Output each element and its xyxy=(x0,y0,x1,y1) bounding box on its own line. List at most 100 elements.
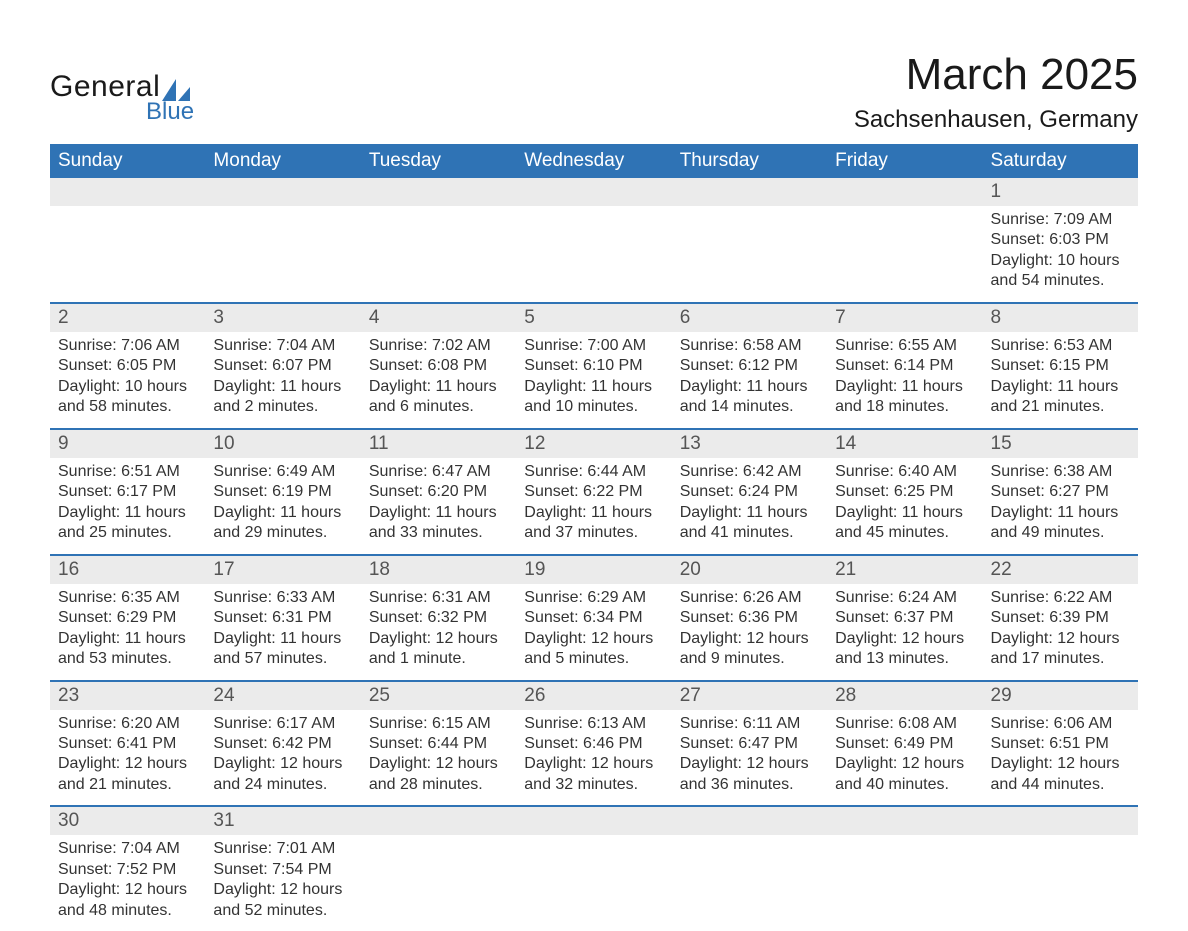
weekday-header: Monday xyxy=(205,144,360,178)
calendar-day xyxy=(672,806,827,931)
day-details xyxy=(50,206,205,282)
day-number: 9 xyxy=(50,430,205,458)
daylight-line: Daylight: 12 hours and 36 minutes. xyxy=(680,754,819,795)
calendar-day: 28Sunrise: 6:08 AMSunset: 6:49 PMDayligh… xyxy=(827,681,982,807)
daylight-line: Daylight: 11 hours and 45 minutes. xyxy=(835,503,974,544)
daylight-line: Daylight: 12 hours and 1 minute. xyxy=(369,629,508,670)
sunrise-line: Sunrise: 6:38 AM xyxy=(991,462,1130,482)
sunrise-line: Sunrise: 6:13 AM xyxy=(524,714,663,734)
weekday-header: Wednesday xyxy=(516,144,671,178)
calendar-day: 25Sunrise: 6:15 AMSunset: 6:44 PMDayligh… xyxy=(361,681,516,807)
day-details: Sunrise: 6:53 AMSunset: 6:15 PMDaylight:… xyxy=(983,332,1138,428)
daylight-line: Daylight: 11 hours and 33 minutes. xyxy=(369,503,508,544)
sunset-line: Sunset: 7:52 PM xyxy=(58,860,197,880)
sunrise-line: Sunrise: 6:29 AM xyxy=(524,588,663,608)
calendar-day: 17Sunrise: 6:33 AMSunset: 6:31 PMDayligh… xyxy=(205,555,360,681)
day-details: Sunrise: 6:29 AMSunset: 6:34 PMDaylight:… xyxy=(516,584,671,680)
day-details: Sunrise: 7:02 AMSunset: 6:08 PMDaylight:… xyxy=(361,332,516,428)
daylight-line: Daylight: 10 hours and 58 minutes. xyxy=(58,377,197,418)
sunrise-line: Sunrise: 6:47 AM xyxy=(369,462,508,482)
day-details: Sunrise: 6:11 AMSunset: 6:47 PMDaylight:… xyxy=(672,710,827,806)
sunset-line: Sunset: 6:10 PM xyxy=(524,356,663,376)
daylight-line: Daylight: 12 hours and 5 minutes. xyxy=(524,629,663,670)
day-number xyxy=(672,178,827,206)
day-details: Sunrise: 6:20 AMSunset: 6:41 PMDaylight:… xyxy=(50,710,205,806)
day-number: 4 xyxy=(361,304,516,332)
sunset-line: Sunset: 6:31 PM xyxy=(213,608,352,628)
day-details: Sunrise: 7:09 AMSunset: 6:03 PMDaylight:… xyxy=(983,206,1138,302)
sunset-line: Sunset: 6:22 PM xyxy=(524,482,663,502)
calendar-week: 1Sunrise: 7:09 AMSunset: 6:03 PMDaylight… xyxy=(50,178,1138,303)
day-details xyxy=(361,206,516,282)
month-title: March 2025 xyxy=(854,50,1138,100)
calendar-day: 30 Sunrise: 7:04 AMSunset: 7:52 PMDayligh… xyxy=(50,806,205,931)
calendar-day xyxy=(516,806,671,931)
daylight-line: Daylight: 11 hours and 29 minutes. xyxy=(213,503,352,544)
day-details xyxy=(672,206,827,282)
sunset-line: Sunset: 6:24 PM xyxy=(680,482,819,502)
sunset-line: Sunset: 6:12 PM xyxy=(680,356,819,376)
sunset-line: Sunset: 6:34 PM xyxy=(524,608,663,628)
sunrise-line: Sunrise: 7:04 AM xyxy=(213,336,352,356)
day-number xyxy=(361,178,516,206)
weekday-header-row: Sunday Monday Tuesday Wednesday Thursday… xyxy=(50,144,1138,178)
calendar-day: 20Sunrise: 6:26 AMSunset: 6:36 PMDayligh… xyxy=(672,555,827,681)
calendar-day: 21Sunrise: 6:24 AMSunset: 6:37 PMDayligh… xyxy=(827,555,982,681)
calendar-day: 22Sunrise: 6:22 AMSunset: 6:39 PMDayligh… xyxy=(983,555,1138,681)
sunset-line: Sunset: 6:20 PM xyxy=(369,482,508,502)
brand-general: General xyxy=(50,70,160,104)
sunset-line: Sunset: 6:05 PM xyxy=(58,356,197,376)
day-number: 29 xyxy=(983,682,1138,710)
daylight-line: Daylight: 12 hours and 17 minutes. xyxy=(991,629,1130,670)
sunset-line: Sunset: 6:41 PM xyxy=(58,734,197,754)
sunset-line: Sunset: 6:39 PM xyxy=(991,608,1130,628)
day-number: 26 xyxy=(516,682,671,710)
day-number: 23 xyxy=(50,682,205,710)
day-number xyxy=(983,807,1138,835)
day-number xyxy=(50,178,205,206)
day-details xyxy=(983,835,1138,911)
day-number xyxy=(827,807,982,835)
calendar-day xyxy=(361,178,516,303)
calendar-day: 26Sunrise: 6:13 AMSunset: 6:46 PMDayligh… xyxy=(516,681,671,807)
day-details: Sunrise: 6:13 AMSunset: 6:46 PMDaylight:… xyxy=(516,710,671,806)
sunrise-line: Sunrise: 6:17 AM xyxy=(213,714,352,734)
calendar-day: 3Sunrise: 7:04 AMSunset: 6:07 PMDaylight… xyxy=(205,303,360,429)
day-details: Sunrise: 7:04 AMSunset: 6:07 PMDaylight:… xyxy=(205,332,360,428)
day-number: 19 xyxy=(516,556,671,584)
sunrise-line: Sunrise: 6:33 AM xyxy=(213,588,352,608)
day-number: 8 xyxy=(983,304,1138,332)
sunrise-line: Sunrise: 7:06 AM xyxy=(58,336,197,356)
daylight-line: Daylight: 11 hours and 21 minutes. xyxy=(991,377,1130,418)
daylight-line: Daylight: 12 hours and 48 minutes. xyxy=(58,880,197,921)
calendar-day: 1Sunrise: 7:09 AMSunset: 6:03 PMDaylight… xyxy=(983,178,1138,303)
sunrise-line: Sunrise: 6:44 AM xyxy=(524,462,663,482)
weekday-header: Friday xyxy=(827,144,982,178)
daylight-line: Daylight: 11 hours and 14 minutes. xyxy=(680,377,819,418)
calendar-day xyxy=(983,806,1138,931)
sunset-line: Sunset: 6:36 PM xyxy=(680,608,819,628)
calendar-day: 27Sunrise: 6:11 AMSunset: 6:47 PMDayligh… xyxy=(672,681,827,807)
sunset-line: Sunset: 6:07 PM xyxy=(213,356,352,376)
day-number: 25 xyxy=(361,682,516,710)
daylight-line: Daylight: 12 hours and 9 minutes. xyxy=(680,629,819,670)
daylight-line: Daylight: 12 hours and 13 minutes. xyxy=(835,629,974,670)
day-number: 30 xyxy=(50,807,205,835)
sunrise-line: Sunrise: 7:04 AM xyxy=(58,839,197,859)
day-details: Sunrise: 6:51 AMSunset: 6:17 PMDaylight:… xyxy=(50,458,205,554)
day-details: Sunrise: 7:01 AMSunset: 7:54 PMDaylight:… xyxy=(205,835,360,931)
sunrise-line: Sunrise: 6:53 AM xyxy=(991,336,1130,356)
day-details xyxy=(205,206,360,282)
calendar-day xyxy=(827,806,982,931)
sunset-line: Sunset: 6:19 PM xyxy=(213,482,352,502)
header: General Blue March 2025 Sachsenhausen, G… xyxy=(50,50,1138,134)
daylight-line: Daylight: 11 hours and 57 minutes. xyxy=(213,629,352,670)
calendar-week: 30 Sunrise: 7:04 AMSunset: 7:52 PMDayligh… xyxy=(50,806,1138,931)
day-details: Sunrise: 6:42 AMSunset: 6:24 PMDaylight:… xyxy=(672,458,827,554)
day-details: Sunrise: 6:31 AMSunset: 6:32 PMDaylight:… xyxy=(361,584,516,680)
sunrise-line: Sunrise: 6:26 AM xyxy=(680,588,819,608)
day-number: 1 xyxy=(983,178,1138,206)
calendar-day: 7Sunrise: 6:55 AMSunset: 6:14 PMDaylight… xyxy=(827,303,982,429)
calendar-day: 14Sunrise: 6:40 AMSunset: 6:25 PMDayligh… xyxy=(827,429,982,555)
day-details: Sunrise: 6:33 AMSunset: 6:31 PMDaylight:… xyxy=(205,584,360,680)
